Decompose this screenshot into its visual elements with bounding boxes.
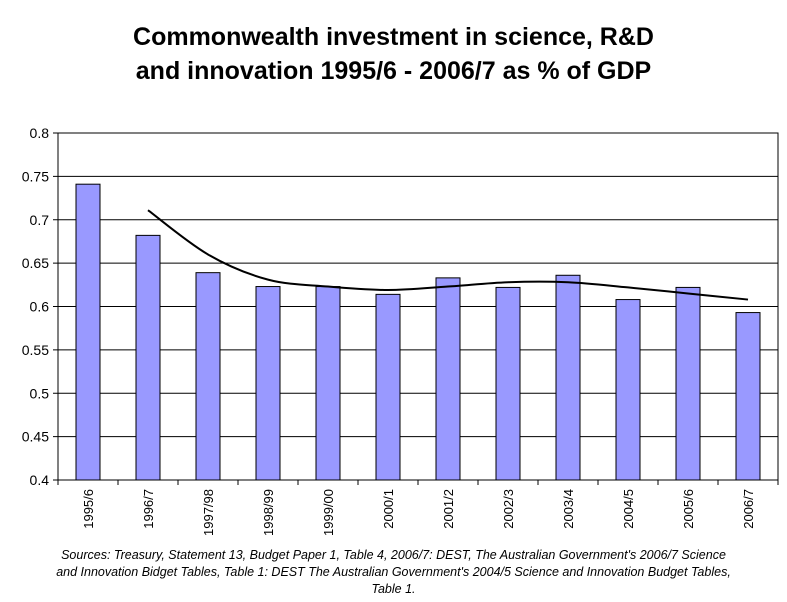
x-tick-label: 2006/7 [741, 489, 756, 529]
y-tick-label: 0.75 [22, 168, 49, 184]
bars [75, 183, 761, 481]
source-line-1: Sources: Treasury, Statement 13, Budget … [61, 548, 726, 562]
bar-2000-1 [375, 293, 401, 481]
axes [53, 132, 779, 485]
source-note: Sources: Treasury, Statement 13, Budget … [0, 547, 787, 598]
y-tick-label: 0.8 [30, 125, 50, 141]
bar-2005-6 [675, 286, 701, 481]
y-tick-label: 0.55 [22, 342, 49, 358]
x-tick-label: 2003/4 [561, 489, 576, 529]
bar-2003-4 [555, 274, 581, 481]
x-tick-label: 1998/99 [261, 489, 276, 536]
x-tick-label: 2002/3 [501, 489, 516, 529]
bar-1995-6 [75, 183, 101, 481]
bar-1997-98 [195, 272, 221, 481]
x-tick-label: 1997/98 [201, 489, 216, 536]
y-tick-label: 0.5 [30, 385, 50, 401]
trend-line-group [147, 209, 749, 301]
x-tick-label: 2005/6 [681, 489, 696, 529]
source-line-3: Table 1. [371, 582, 416, 596]
y-tick-label: 0.45 [22, 429, 49, 445]
bar-1999-00 [315, 286, 341, 481]
chart-title-line-1: Commonwealth investment in science, R&D [133, 23, 654, 51]
x-tick-labels: 1995/6 1996/7 1997/98 1998/99 1999/00 2000/1 2… [81, 489, 756, 536]
y-tick-label: 0.65 [22, 255, 49, 271]
x-tick-label: 1999/00 [321, 489, 336, 536]
x-tick-label: 2001/2 [441, 489, 456, 529]
bar-1996-7 [135, 234, 161, 481]
x-tick-label: 1995/6 [81, 489, 96, 529]
y-tick-label: 0.7 [30, 212, 50, 228]
trend-line [147, 209, 749, 301]
source-line-2: and Innovation Bidget Tables, Table 1: D… [56, 565, 731, 579]
bar-2002-3 [495, 286, 521, 481]
bar-1998-99 [255, 286, 281, 481]
bar-2001-2 [435, 277, 461, 481]
bar-2006-7 [735, 312, 761, 481]
bar-2004-5 [615, 299, 641, 481]
x-tick-label: 1996/7 [141, 489, 156, 529]
chart-title-line-2: and innovation 1995/6 - 2006/7 as % of G… [135, 57, 652, 85]
y-tick-label: 0.4 [30, 472, 50, 488]
x-tick-label: 2000/1 [381, 489, 396, 529]
chart-title: Commonwealth investment in science, R&D … [0, 20, 787, 88]
x-tick-label: 2004/5 [621, 489, 636, 529]
y-tick-label: 0.6 [30, 299, 50, 315]
y-tick-labels: 0.4 0.45 0.5 0.55 0.6 0.65 0.7 0.75 0.8 [22, 125, 49, 488]
gridlines [58, 132, 778, 481]
